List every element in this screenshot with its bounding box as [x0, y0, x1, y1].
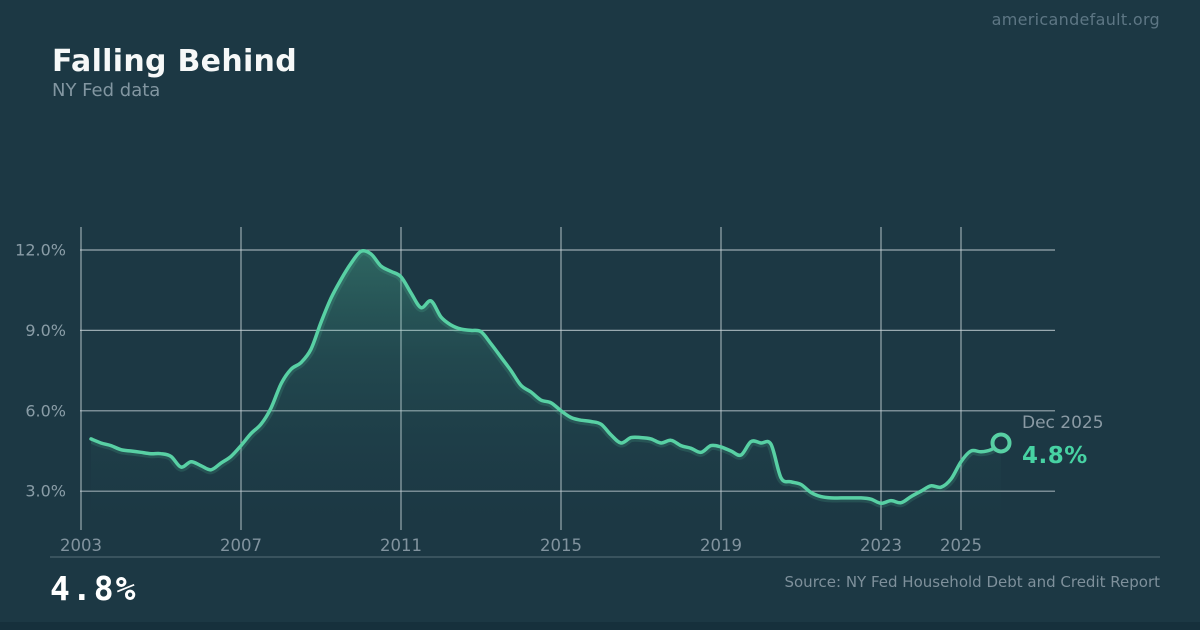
footer-accent-strip	[0, 622, 1200, 630]
annotation-date-label: Dec 2025	[1022, 413, 1104, 433]
y-axis-label-6.0%: 6.0%	[25, 401, 66, 420]
site-watermark: americandefault.org	[991, 10, 1160, 29]
latest-value-readout: 4.8%	[50, 569, 138, 608]
series-area-fill	[91, 250, 1001, 524]
annotation-value-label: 4.8%	[1022, 443, 1088, 469]
x-axis-label-2011: 2011	[380, 536, 422, 555]
last-point-marker	[990, 432, 1012, 454]
x-axis-label-2007: 2007	[220, 536, 262, 555]
y-axis-label-9.0%: 9.0%	[25, 321, 66, 340]
source-note: Source: NY Fed Household Debt and Credit…	[784, 573, 1160, 591]
x-axis-label-2023: 2023	[860, 536, 902, 555]
series-line	[89, 249, 1003, 506]
series-layer	[89, 249, 1012, 524]
x-axis-label-2019: 2019	[700, 536, 742, 555]
y-axis-label-3.0%: 3.0%	[25, 482, 66, 501]
x-axis-label-2025: 2025	[940, 536, 982, 555]
y-axis-label-12.0%: 12.0%	[15, 241, 66, 260]
x-axis-label-2003: 2003	[60, 536, 102, 555]
x-axis-label-2015: 2015	[540, 536, 582, 555]
chart-subtitle: NY Fed data	[52, 80, 161, 101]
axis-layer: 3.0% 6.0% 9.0% 12.0% 2003 2007 2011 2015 2019 202…	[15, 241, 1160, 558]
chart-title: Falling Behind	[52, 44, 297, 79]
